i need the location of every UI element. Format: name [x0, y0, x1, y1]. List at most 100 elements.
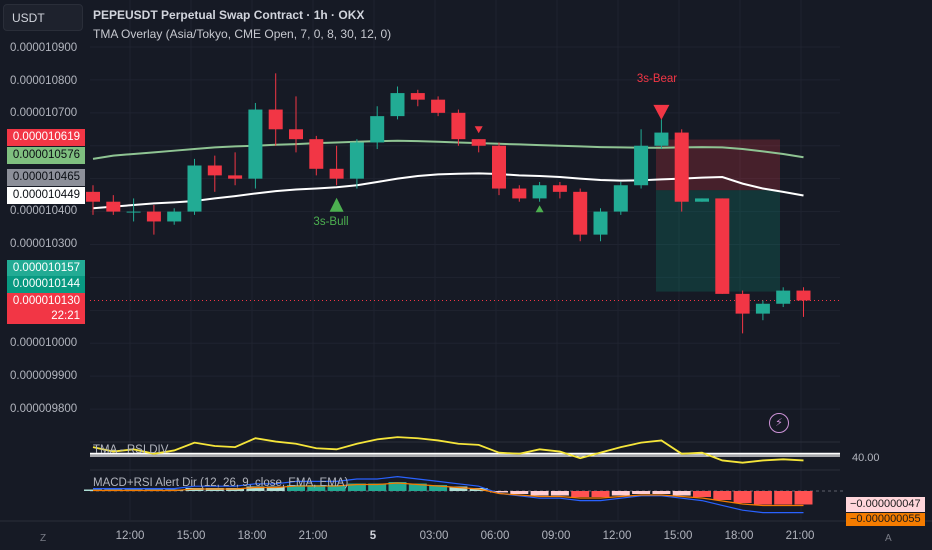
candle-body [410, 93, 425, 100]
bear-signal-label: 3s-Bear [636, 73, 678, 85]
x-tick-label: 09:00 [541, 530, 571, 542]
bar-countdown: 22:21 [7, 309, 85, 324]
candle-body [289, 129, 303, 140]
macd-line [93, 475, 804, 514]
price-tag-fast-ma: 0.000010449 [7, 187, 85, 204]
candle-body [492, 145, 506, 189]
price-tag-stop: 0.000010619 [7, 129, 85, 146]
bull-marker [329, 197, 344, 212]
macd-histogram-bar [713, 491, 732, 500]
candle-body [532, 185, 547, 199]
macd-histogram-bar [408, 483, 427, 491]
grid-lines [90, 0, 840, 520]
x-tick-label: 15:00 [663, 530, 693, 542]
macd-histogram-bar [794, 491, 813, 505]
bolt-icon[interactable]: ⚡ [769, 413, 789, 433]
y-tick-label: 0.000010000 [10, 337, 78, 349]
candle-body [431, 99, 446, 113]
candle-body [512, 188, 527, 199]
candlestick-series [86, 73, 811, 334]
auto-scale-toggle[interactable]: A [885, 533, 892, 544]
macd-histogram-bar [753, 491, 772, 505]
candle-body [634, 145, 649, 186]
macd-histogram-bar [266, 486, 285, 491]
macd-histogram-bar [307, 485, 326, 491]
signal-line [93, 482, 804, 507]
candle-body [552, 185, 567, 192]
macd-histogram-bar [510, 491, 529, 494]
macd-histogram-bar [571, 491, 590, 497]
macd-pane [0, 469, 932, 522]
timezone-toggle[interactable]: Z [40, 533, 47, 544]
rsi-level-value: 40.00 [852, 452, 880, 464]
macd-histogram-bar [449, 486, 468, 491]
macd-histogram-bar [368, 483, 387, 491]
candle-body [674, 132, 689, 202]
rsi-pane-label[interactable]: TMA - RSI DIV [93, 444, 169, 456]
candle-body [471, 139, 486, 146]
bear-marker [653, 104, 670, 120]
candle-body [755, 303, 770, 314]
x-tick-label: 18:00 [237, 530, 267, 542]
x-tick-label-day: 5 [369, 530, 377, 542]
macd-histogram-bar [591, 491, 610, 497]
candle-body [268, 109, 283, 130]
macd-histogram-bar [550, 491, 569, 496]
macd-histogram-bar [774, 491, 793, 505]
candle-body [715, 198, 730, 294]
price-tag-slow-ma: 0.000010576 [7, 147, 85, 164]
candle-body [146, 211, 161, 222]
price-tag-target: 0.000010157 [7, 260, 85, 277]
x-tick-label: 06:00 [480, 530, 510, 542]
macd-histogram-bar [347, 483, 366, 491]
candle-body [106, 201, 121, 212]
candle-body [735, 293, 750, 314]
symbol-title: PEPEUSDT Perpetual Swap Contract · 1h · … [93, 8, 365, 22]
x-tick-label: 21:00 [785, 530, 815, 542]
macd-histogram-bar [429, 485, 448, 491]
macd-histogram-bar [632, 491, 651, 494]
candle-body [329, 168, 344, 179]
candle-body [573, 191, 588, 235]
bull-signal-label: 3s-Bull [313, 216, 349, 228]
small-bear-marker [474, 126, 483, 134]
currency-button[interactable]: USDT [3, 4, 83, 31]
y-tick-label: 0.000010700 [10, 107, 78, 119]
rsi-pane [90, 436, 840, 464]
y-tick-label: 0.000010900 [10, 42, 78, 54]
price-tag-entry: 0.000010465 [7, 169, 85, 186]
candle-body [796, 290, 811, 301]
candle-body [349, 142, 364, 179]
y-tick-label: 0.000010400 [10, 205, 78, 217]
macd-histogram-bar [246, 486, 265, 491]
macd-pane-label[interactable]: MACD+RSI Alert Dir (12, 26, 9, close, EM… [93, 477, 349, 489]
macd-histogram-bar [388, 482, 407, 491]
candle-body [654, 132, 669, 146]
candle-body [248, 109, 263, 179]
price-tag-target-2: 0.000010144 [7, 276, 85, 293]
candle-body [390, 93, 405, 117]
macd-histogram-bar [652, 491, 671, 494]
y-tick-label: 0.000010800 [10, 75, 78, 87]
signal-markers [329, 104, 670, 213]
x-tick-label: 03:00 [419, 530, 449, 542]
candle-body [695, 198, 709, 202]
signal-value-tag: −0.000000055 [846, 513, 925, 526]
overlay-legend[interactable]: TMA Overlay (Asia/Tokyo, CME Open, 7, 0,… [93, 27, 392, 41]
x-tick-label: 15:00 [176, 530, 206, 542]
candle-body [126, 211, 141, 213]
candle-body [86, 191, 100, 202]
candle-body [370, 116, 385, 143]
macd-histogram-bar [672, 491, 691, 496]
candle-body [613, 185, 628, 212]
macd-histogram-bar [490, 491, 508, 493]
candle-body [593, 211, 608, 235]
price-tag-last: 0.000010130 [7, 293, 85, 310]
rsi-line [92, 436, 804, 464]
macd-histogram-bar [693, 491, 711, 497]
x-tick-label: 12:00 [602, 530, 632, 542]
macd-value-tag: −0.000000047 [846, 497, 925, 512]
macd-histogram-bar [530, 491, 549, 496]
candle-body [309, 139, 324, 169]
